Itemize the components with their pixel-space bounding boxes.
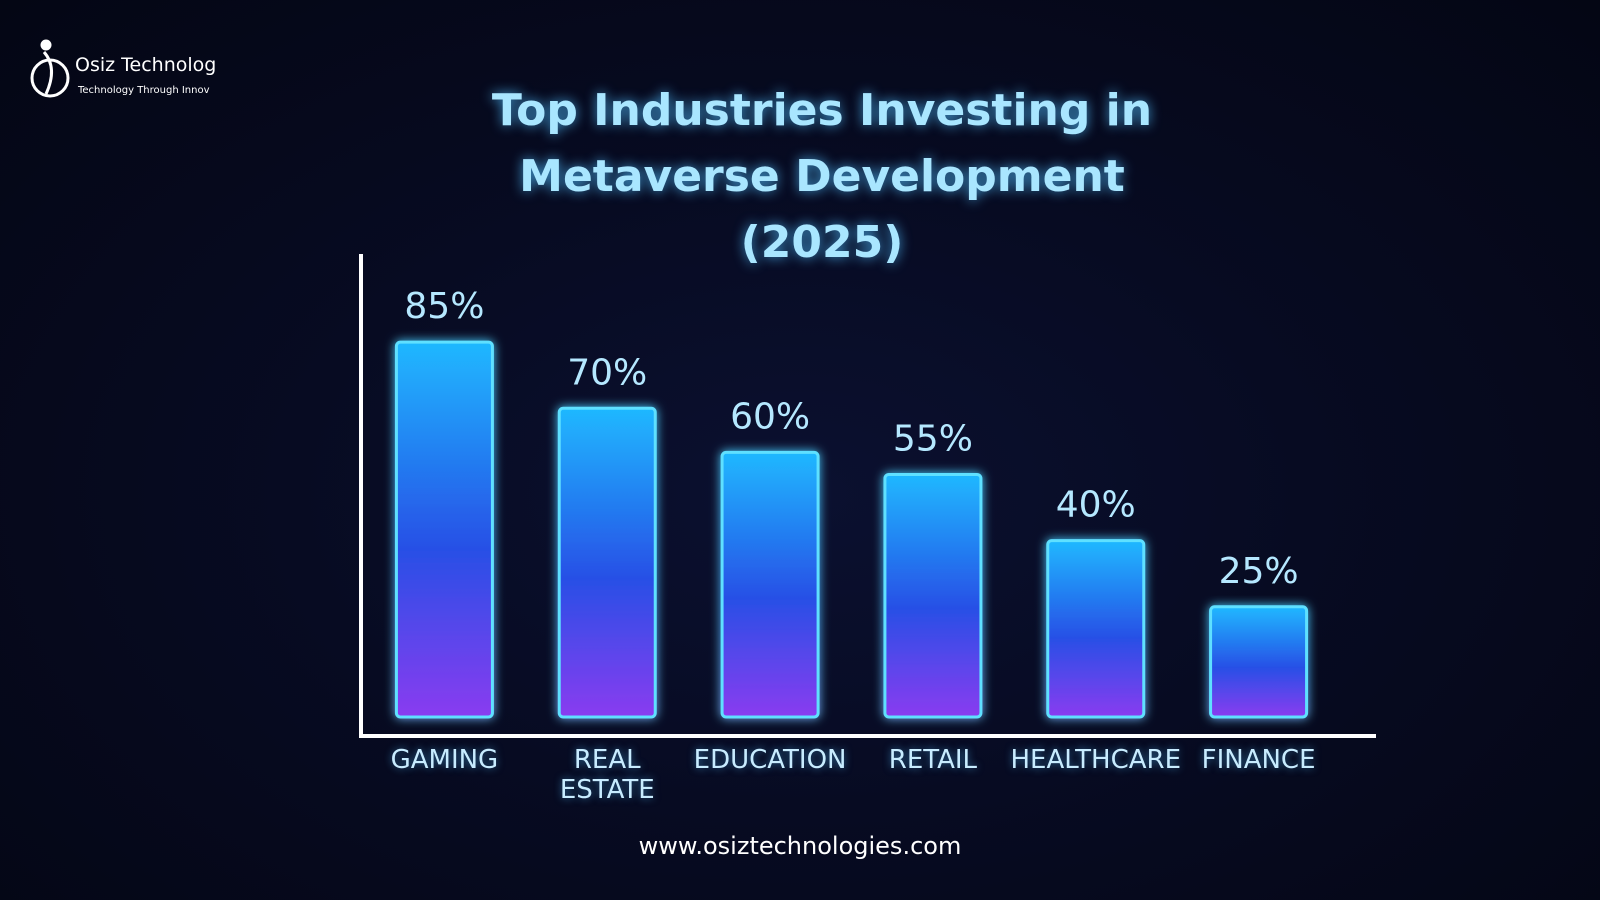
value-label: 55% <box>893 418 973 459</box>
value-label: 25% <box>1219 551 1299 592</box>
x-tick-label: REAL ESTATE <box>559 745 655 805</box>
bar <box>394 340 494 719</box>
x-label-box: REAL ESTATE <box>507 745 707 805</box>
x-tick-label: EDUCATION <box>693 745 847 775</box>
bar <box>557 406 657 719</box>
bar <box>883 472 983 719</box>
x-tick-label: RETAIL <box>888 745 978 775</box>
logo-icon <box>30 39 70 98</box>
bar <box>1209 605 1309 719</box>
chart-title: Top Industries Investing in Metaverse De… <box>491 85 1153 268</box>
x-label-box: RETAIL <box>833 745 1033 775</box>
logo-tagline: Technology Through Innov <box>78 85 210 96</box>
bar <box>1046 539 1146 719</box>
value-label: 85% <box>404 286 484 327</box>
x-tick-label: GAMING <box>390 745 499 775</box>
value-label: 40% <box>1056 485 1136 526</box>
logo-name: Osiz Technolog <box>75 54 217 76</box>
x-label-box: FINANCE <box>1159 745 1359 775</box>
x-label-box: HEALTHCARE <box>996 745 1196 775</box>
x-tick-label: HEALTHCARE <box>1010 745 1182 775</box>
bar <box>720 450 820 719</box>
x-label-box: GAMING <box>344 745 544 775</box>
value-label: 60% <box>730 396 810 437</box>
x-tick-label: FINANCE <box>1201 745 1316 775</box>
x-label-box: EDUCATION <box>670 745 870 775</box>
value-label: 70% <box>567 352 647 393</box>
footer-url: www.osiztechnologies.com <box>638 832 962 860</box>
